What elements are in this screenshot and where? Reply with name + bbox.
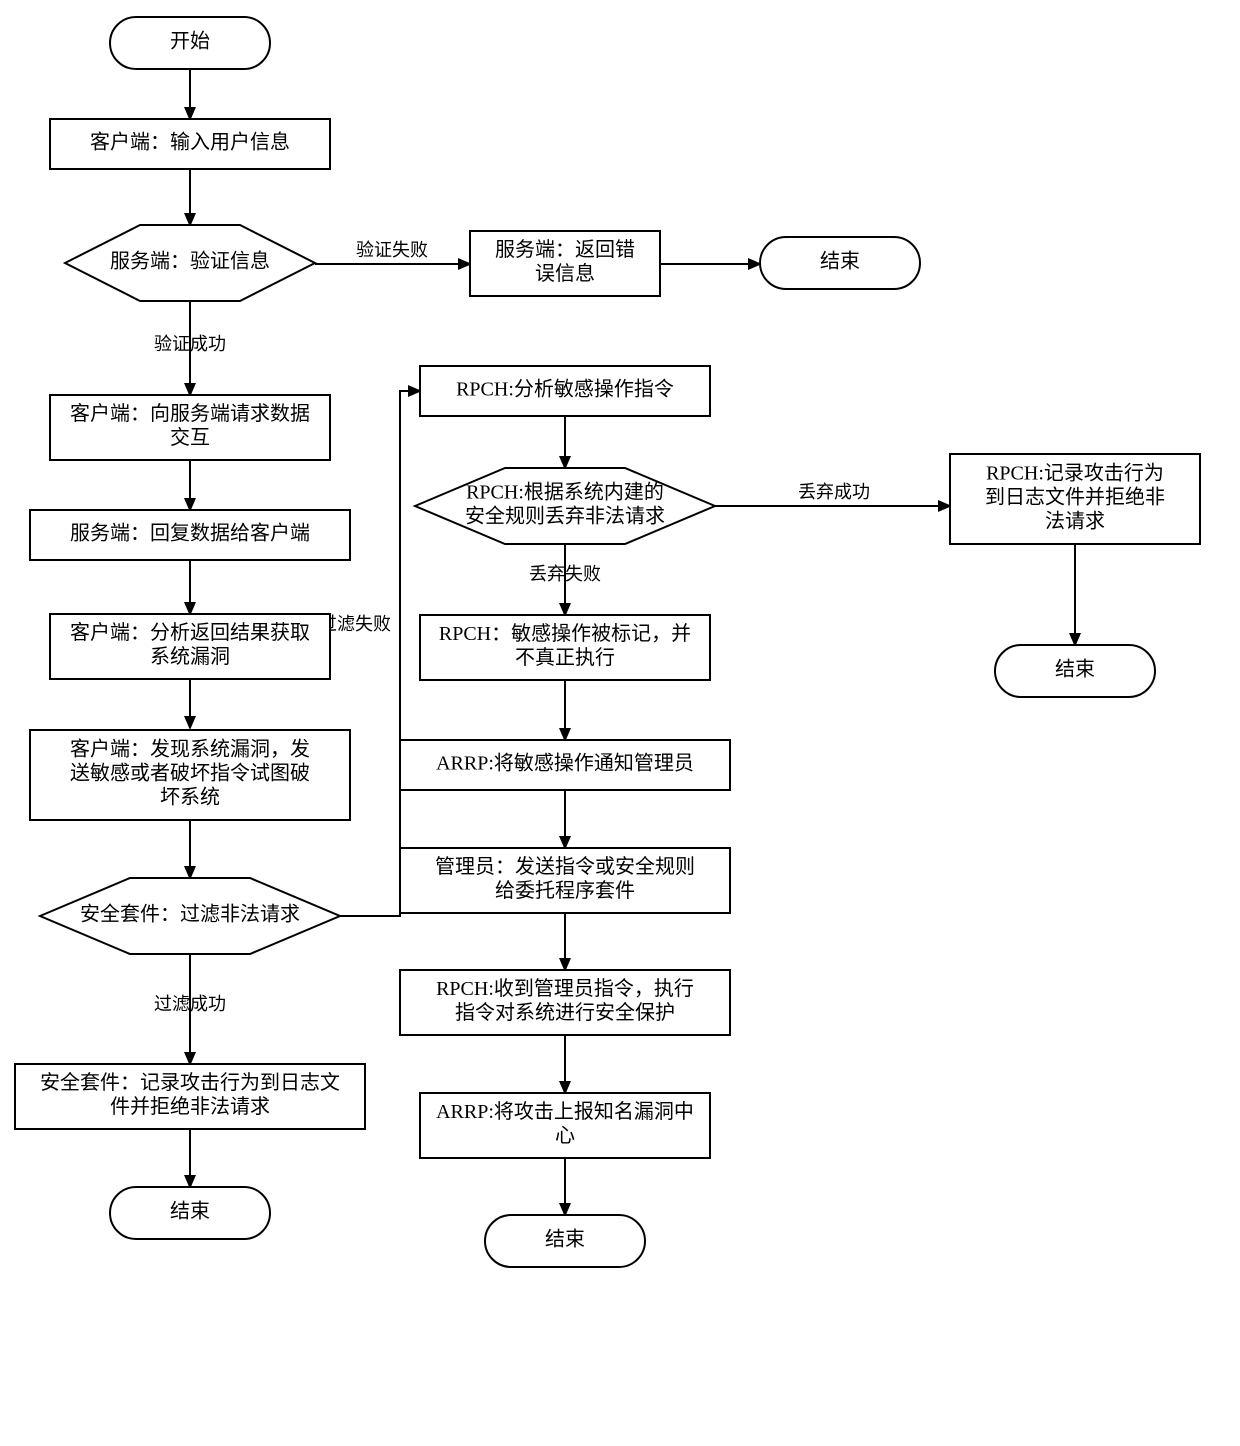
- node-label: 结束: [820, 250, 860, 273]
- node-n9: 客户端：发现系统漏洞，发送敏感或者破坏指令试图破坏系统: [30, 730, 350, 820]
- node-n3: 服务端：验证信息: [65, 225, 315, 301]
- node-label: 结束: [545, 1228, 585, 1251]
- node-n18: ARRP:将敏感操作通知管理员: [400, 740, 730, 790]
- node-label: ARRP:将攻击上报知名漏洞中: [436, 1100, 694, 1123]
- node-n12: 结束: [110, 1187, 270, 1239]
- node-label: 管理员：发送指令或安全规则: [435, 855, 695, 878]
- node-n5: 结束: [760, 237, 920, 289]
- edge-label: 验证成功: [154, 334, 226, 354]
- node-label: 安全规则丢弃非法请求: [465, 505, 665, 528]
- node-label: RPCH:收到管理员指令，执行: [436, 977, 694, 1000]
- node-label: 交互: [170, 426, 210, 449]
- node-label: 开始: [170, 30, 210, 53]
- node-n4: 服务端：返回错误信息: [470, 231, 660, 296]
- node-n19: 管理员：发送指令或安全规则给委托程序套件: [400, 848, 730, 913]
- node-n6: 客户端：向服务端请求数据交互: [50, 395, 330, 460]
- node-label: 误信息: [535, 262, 595, 285]
- node-label: 心: [555, 1125, 575, 1147]
- node-label: 件并拒绝非法请求: [110, 1095, 270, 1118]
- edge-label: 丢弃失败: [529, 564, 601, 584]
- node-label: 客户端：分析返回结果获取: [70, 621, 310, 644]
- edge-label: 验证失败: [356, 240, 428, 260]
- node-n11: 安全套件：记录攻击行为到日志文件并拒绝非法请求: [15, 1064, 365, 1129]
- node-label: 结束: [170, 1200, 210, 1223]
- node-n1: 开始: [110, 17, 270, 69]
- node-label: RPCH：敏感操作被标记，并: [439, 622, 691, 645]
- node-n13: RPCH:分析敏感操作指令: [420, 366, 710, 416]
- node-label: 到日志文件并拒绝非: [985, 486, 1165, 509]
- node-n10: 安全套件：过滤非法请求: [40, 878, 340, 954]
- node-n8: 客户端：分析返回结果获取系统漏洞: [50, 614, 330, 679]
- node-n16: 结束: [995, 645, 1155, 697]
- node-label: 客户端：输入用户信息: [90, 131, 290, 154]
- node-label: 安全套件：记录攻击行为到日志文: [40, 1071, 340, 1094]
- node-n22: 结束: [485, 1215, 645, 1267]
- node-label: ARRP:将敏感操作通知管理员: [436, 752, 694, 775]
- node-label: RPCH:根据系统内建的: [466, 481, 664, 504]
- node-label: 送敏感或者破坏指令试图破: [70, 762, 310, 785]
- edge-label: 过滤成功: [154, 994, 226, 1014]
- node-label: 系统漏洞: [150, 645, 230, 668]
- node-n17: RPCH：敏感操作被标记，并不真正执行: [420, 615, 710, 680]
- node-label: 服务端：回复数据给客户端: [70, 522, 310, 545]
- nodes-layer: 开始客户端：输入用户信息服务端：验证信息服务端：返回错误信息结束客户端：向服务端…: [15, 17, 1200, 1267]
- node-label: 坏系统: [160, 786, 220, 809]
- node-label: 客户端：发现系统漏洞，发: [70, 738, 310, 761]
- node-label: 指令对系统进行安全保护: [455, 1001, 675, 1024]
- node-label: RPCH:分析敏感操作指令: [456, 378, 674, 401]
- node-label: RPCH:记录攻击行为: [986, 462, 1164, 485]
- node-label: 结束: [1055, 658, 1095, 681]
- node-label: 服务端：返回错: [495, 238, 635, 261]
- node-label: 给委托程序套件: [495, 879, 635, 902]
- node-label: 安全套件：过滤非法请求: [80, 903, 300, 926]
- node-n20: RPCH:收到管理员指令，执行指令对系统进行安全保护: [400, 970, 730, 1035]
- node-n14: RPCH:根据系统内建的安全规则丢弃非法请求: [415, 468, 715, 544]
- node-n2: 客户端：输入用户信息: [50, 119, 330, 169]
- flowchart-canvas: 验证失败验证成功过滤成功丢弃成功丢弃失败过滤失败 开始客户端：输入用户信息服务端…: [0, 0, 1240, 1446]
- node-n21: ARRP:将攻击上报知名漏洞中心: [420, 1093, 710, 1158]
- node-n7: 服务端：回复数据给客户端: [30, 510, 350, 560]
- node-label: 客户端：向服务端请求数据: [70, 402, 310, 425]
- edge-label: 丢弃成功: [798, 482, 870, 502]
- node-label: 法请求: [1045, 510, 1105, 533]
- node-label: 服务端：验证信息: [110, 250, 270, 273]
- edge: [340, 391, 420, 916]
- node-n15: RPCH:记录攻击行为到日志文件并拒绝非法请求: [950, 454, 1200, 544]
- node-label: 不真正执行: [515, 646, 615, 669]
